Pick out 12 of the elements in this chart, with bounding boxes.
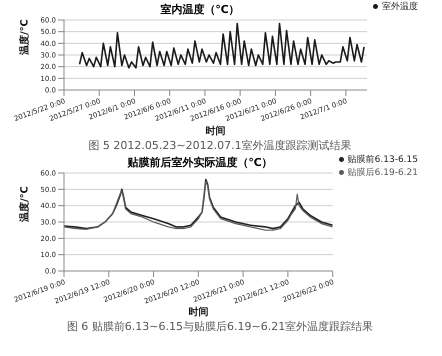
legend-label: 贴膜后6.19-6.21 [348,168,418,178]
chart-title: 贴膜前后室外实际温度（℃） [127,156,273,169]
x-axis-title: 时间 [206,125,226,137]
y-axis-title: 温度/℃ [18,19,31,56]
x-axis-title: 时间 [188,306,208,318]
caption: 图 5 2012.05.23~2012.07.1室外温度跟踪测试结果 [87,138,353,153]
legend-label: 贴膜前6.13-6.15 [348,155,418,165]
y-axis-title: 温度/℃ [18,186,31,223]
line-series [78,22,365,69]
chart-title: 室内温度（℃） [160,3,240,16]
caption: 图 6 贴膜前6.13~6.15与贴膜后6.19~6.21室外温度跟踪结果 [66,319,374,334]
legend-label: 室外温度 [382,2,418,12]
